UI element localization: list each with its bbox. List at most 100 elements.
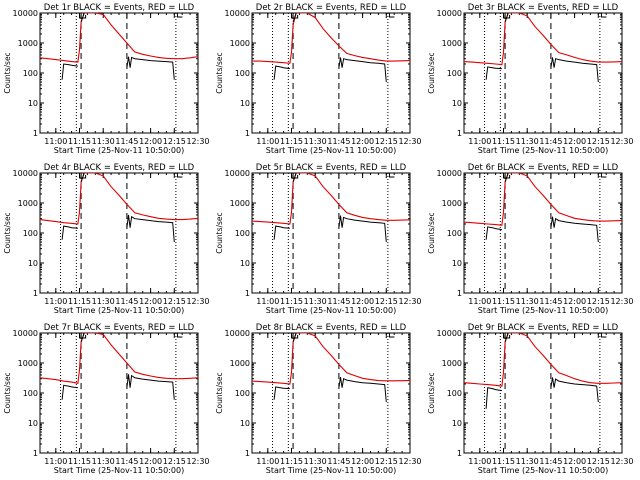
events-series-line: [338, 377, 387, 403]
detector-panel: Det 4r BLACK = Events, RED = LLD 1 10 100 10…: [3, 163, 210, 315]
top-flag-marker: [600, 13, 607, 18]
lld-series-line: [252, 333, 410, 385]
y-tick-label: 100: [235, 229, 250, 238]
detector-panel: Det 1r BLACK = Events, RED = LLD 1 10 100 10…: [3, 3, 210, 155]
lld-series-line: [40, 333, 198, 384]
events-series-line: [550, 216, 599, 243]
y-tick-label: 10: [28, 419, 38, 428]
events-series-line: [550, 377, 599, 403]
x-tick-label: 12:00: [351, 457, 374, 466]
events-series-line: [292, 333, 297, 343]
events-series-line: [80, 333, 85, 343]
y-tick-label: 10: [240, 419, 250, 428]
y-axis-label: Counts/sec: [3, 212, 12, 253]
x-axis-label: Start Time (25-Nov-11 10:50:00): [266, 466, 396, 475]
x-tick-label: 11:15: [492, 457, 515, 466]
y-tick-label: 1: [457, 129, 462, 138]
y-tick-label: 1000: [442, 359, 462, 368]
y-tick-label: 10000: [225, 169, 250, 178]
y-tick-label: 1: [33, 289, 38, 298]
y-tick-label: 1: [33, 129, 38, 138]
plot-frame: [39, 172, 199, 294]
y-axis-label: Counts/sec: [215, 212, 224, 253]
x-tick-label: 11:15: [68, 457, 91, 466]
events-series-line: [273, 65, 290, 80]
y-tick-label: 100: [447, 389, 462, 398]
x-axis-label: Start Time (25-Nov-11 10:50:00): [54, 466, 184, 475]
x-tick-label: 11:00: [44, 297, 67, 306]
panel-title: Det 6r BLACK = Events, RED = LLD: [468, 163, 619, 173]
y-tick-label: 10000: [225, 329, 250, 338]
x-tick-label: 12:30: [398, 137, 421, 146]
x-tick-label: 11:30: [516, 457, 539, 466]
events-series-line: [126, 214, 175, 243]
x-tick-label: 12:15: [163, 457, 186, 466]
panel-title: Det 5r BLACK = Events, RED = LLD: [256, 163, 407, 173]
events-series-line: [126, 374, 175, 400]
y-tick-label: 1: [33, 449, 38, 458]
panel-title: Det 9r BLACK = Events, RED = LLD: [468, 323, 619, 333]
lld-series-line: [464, 173, 622, 226]
lld-series-line: [252, 13, 410, 64]
x-tick-label: 11:00: [256, 297, 279, 306]
events-series-line: [80, 13, 85, 23]
x-tick-label: 12:15: [375, 137, 398, 146]
x-axis-label: Start Time (25-Nov-11 10:50:00): [478, 306, 608, 315]
x-tick-label: 11:30: [92, 137, 115, 146]
panel-title: Det 4r BLACK = Events, RED = LLD: [44, 163, 195, 173]
x-tick-label: 11:15: [492, 297, 515, 306]
x-tick-label: 11:45: [327, 137, 350, 146]
y-tick-label: 1000: [18, 39, 38, 48]
x-tick-label: 11:30: [304, 137, 327, 146]
y-tick-label: 100: [23, 69, 38, 78]
x-tick-label: 12:15: [587, 457, 610, 466]
x-axis-label: Start Time (25-Nov-11 10:50:00): [478, 466, 608, 475]
panel-title: Det 2r BLACK = Events, RED = LLD: [256, 3, 407, 13]
x-tick-label: 12:30: [610, 137, 633, 146]
lld-series-line: [40, 173, 198, 225]
x-tick-label: 12:30: [186, 457, 209, 466]
x-tick-label: 11:15: [492, 137, 515, 146]
detector-panel: Det 2r BLACK = Events, RED = LLD 1 10 100 10…: [215, 3, 422, 155]
detector-panel: Det 6r BLACK = Events, RED = LLD 1 10 100 10…: [427, 163, 634, 315]
events-series-line: [504, 13, 509, 23]
x-tick-label: 11:15: [280, 137, 303, 146]
x-tick-label: 12:00: [563, 457, 586, 466]
x-tick-label: 11:30: [92, 457, 115, 466]
x-tick-label: 11:15: [68, 297, 91, 306]
lld-series-line: [464, 333, 622, 387]
x-tick-label: 11:45: [115, 457, 138, 466]
x-tick-label: 12:15: [163, 297, 186, 306]
x-tick-label: 12:00: [351, 137, 374, 146]
y-tick-label: 100: [23, 229, 38, 238]
x-tick-label: 12:00: [563, 137, 586, 146]
panel-title: Det 8r BLACK = Events, RED = LLD: [256, 323, 407, 333]
y-tick-label: 1000: [442, 39, 462, 48]
x-tick-label: 12:15: [587, 297, 610, 306]
y-tick-label: 10: [28, 99, 38, 108]
y-axis-label: Counts/sec: [427, 52, 436, 93]
x-tick-label: 12:30: [398, 457, 421, 466]
x-tick-label: 11:15: [280, 297, 303, 306]
x-tick-label: 11:45: [539, 457, 562, 466]
plot-frame: [39, 332, 199, 454]
detector-panel: Det 5r BLACK = Events, RED = LLD 1 10 100 10…: [215, 163, 422, 315]
y-tick-label: 100: [23, 389, 38, 398]
x-tick-label: 11:30: [92, 297, 115, 306]
events-series-line: [485, 226, 502, 240]
y-tick-label: 10000: [437, 9, 462, 18]
x-tick-label: 11:15: [68, 137, 91, 146]
y-tick-label: 10: [28, 259, 38, 268]
y-axis-label: Counts/sec: [427, 372, 436, 413]
top-flag-marker: [176, 173, 183, 178]
panel-title: Det 1r BLACK = Events, RED = LLD: [44, 3, 195, 13]
detector-panel: Det 8r BLACK = Events, RED = LLD 1 10 100 10…: [215, 323, 422, 475]
y-tick-label: 1000: [230, 39, 250, 48]
x-tick-label: 11:00: [468, 297, 491, 306]
plot-frame: [39, 12, 199, 134]
events-series-line: [292, 13, 297, 23]
y-tick-label: 100: [235, 389, 250, 398]
events-series-line: [504, 173, 509, 183]
y-tick-label: 1: [245, 289, 250, 298]
